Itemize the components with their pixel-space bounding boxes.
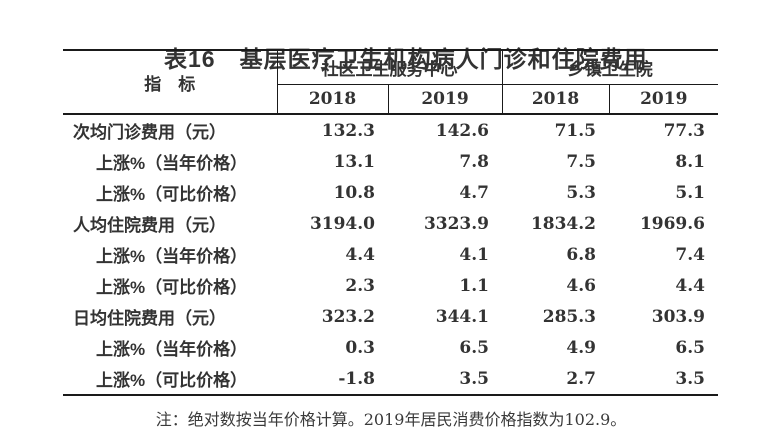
table-row: 上涨%（当年价格） 13.1 7.8 7.5 8.1 [63, 146, 718, 177]
value-cell: 142.6 [435, 120, 489, 141]
row-label: 日均住院费用（元） [73, 309, 226, 328]
value-cell: 323.2 [321, 306, 375, 327]
value-cell: 303.9 [651, 306, 705, 327]
row-label: 上涨%（可比价格） [63, 363, 277, 396]
year-header-community-2019: 2019 [388, 84, 503, 115]
row-label: 上涨%（当年价格） [96, 247, 248, 266]
value-cell: 4.4 [675, 275, 705, 296]
value-cell: 6.5 [459, 337, 489, 358]
value-cell: 4.7 [459, 182, 489, 203]
group-header-row: 指 标 社区卫生服务中心 乡镇卫生院 [63, 50, 718, 115]
table-row: 上涨%（当年价格） 4.4 4.1 6.8 7.4 [63, 239, 718, 270]
group-header-community-health-center: 社区卫生服务中心 [277, 50, 503, 85]
value-cell: 71.5 [554, 120, 596, 141]
value-cell: 285.3 [542, 306, 596, 327]
value-cell: 4.6 [566, 275, 596, 296]
row-label: 上涨%（可比价格） [96, 185, 248, 204]
year-header-community-2018: 2018 [277, 84, 389, 115]
row-label: 人均住院费用（元） [73, 216, 226, 235]
value-cell: 1969.6 [639, 213, 705, 234]
value-cell: 3194.0 [309, 213, 375, 234]
statistics-table: 指 标 社区卫生服务中心 乡镇卫生院 2018 2019 2018 2019 次… [63, 49, 718, 396]
year-header-row: 2018 2019 2018 2019 [63, 84, 718, 115]
table-row: 上涨%（当年价格） 0.3 6.5 4.9 6.5 [63, 332, 718, 363]
table-row: 上涨%（可比价格） 2.3 1.1 4.6 4.4 [63, 270, 718, 301]
value-cell: -1.8 [277, 363, 388, 396]
row-label: 次均门诊费用（元） [73, 123, 226, 142]
year-header-township-2018: 2018 [502, 84, 610, 115]
value-cell: 6.8 [566, 244, 596, 265]
indicator-column-header: 指 标 [63, 50, 278, 115]
value-cell: 4.1 [459, 244, 489, 265]
value-cell: 77.3 [663, 120, 705, 141]
value-cell: 7.4 [675, 244, 705, 265]
value-cell: 5.3 [566, 182, 596, 203]
value-cell: 4.4 [345, 244, 375, 265]
group-header-township-health-center: 乡镇卫生院 [502, 50, 718, 85]
value-cell: 2.7 [502, 363, 609, 396]
value-cell: 132.3 [321, 120, 375, 141]
row-label: 上涨%（可比价格） [96, 278, 248, 297]
value-cell: 3323.9 [423, 213, 489, 234]
year-header-township-2019: 2019 [609, 84, 718, 115]
value-cell: 2.3 [345, 275, 375, 296]
table-row: 次均门诊费用（元） 132.3 142.6 71.5 77.3 [63, 114, 718, 146]
value-cell: 5.1 [675, 182, 705, 203]
value-cell: 7.8 [459, 151, 489, 172]
table-row: 日均住院费用（元） 323.2 344.1 285.3 303.9 [63, 301, 718, 332]
value-cell: 1.1 [459, 275, 489, 296]
value-cell: 10.8 [333, 182, 375, 203]
row-label: 上涨%（当年价格） [96, 154, 248, 173]
value-cell: 6.5 [675, 337, 705, 358]
row-label: 上涨%（当年价格） [96, 340, 248, 359]
table-row: 上涨%（可比价格） -1.8 3.5 2.7 3.5 [63, 363, 718, 396]
value-cell: 3.5 [609, 363, 718, 396]
value-cell: 13.1 [333, 151, 375, 172]
value-cell: 4.9 [566, 337, 596, 358]
value-cell: 1834.2 [530, 213, 596, 234]
value-cell: 0.3 [345, 337, 375, 358]
table-header: 指 标 社区卫生服务中心 乡镇卫生院 2018 2019 2018 2019 [63, 50, 718, 115]
value-cell: 3.5 [388, 363, 502, 396]
footnote: 注：绝对数按当年价格计算。2019年居民消费价格指数为102.9。 [155, 410, 627, 429]
value-cell: 8.1 [675, 151, 705, 172]
value-cell: 344.1 [435, 306, 489, 327]
value-cell: 7.5 [566, 151, 596, 172]
table-row: 上涨%（可比价格） 10.8 4.7 5.3 5.1 [63, 177, 718, 208]
table-row: 人均住院费用（元） 3194.0 3323.9 1834.2 1969.6 [63, 208, 718, 239]
table-body: 次均门诊费用（元） 132.3 142.6 71.5 77.3 上涨%（当年价格… [63, 114, 718, 396]
